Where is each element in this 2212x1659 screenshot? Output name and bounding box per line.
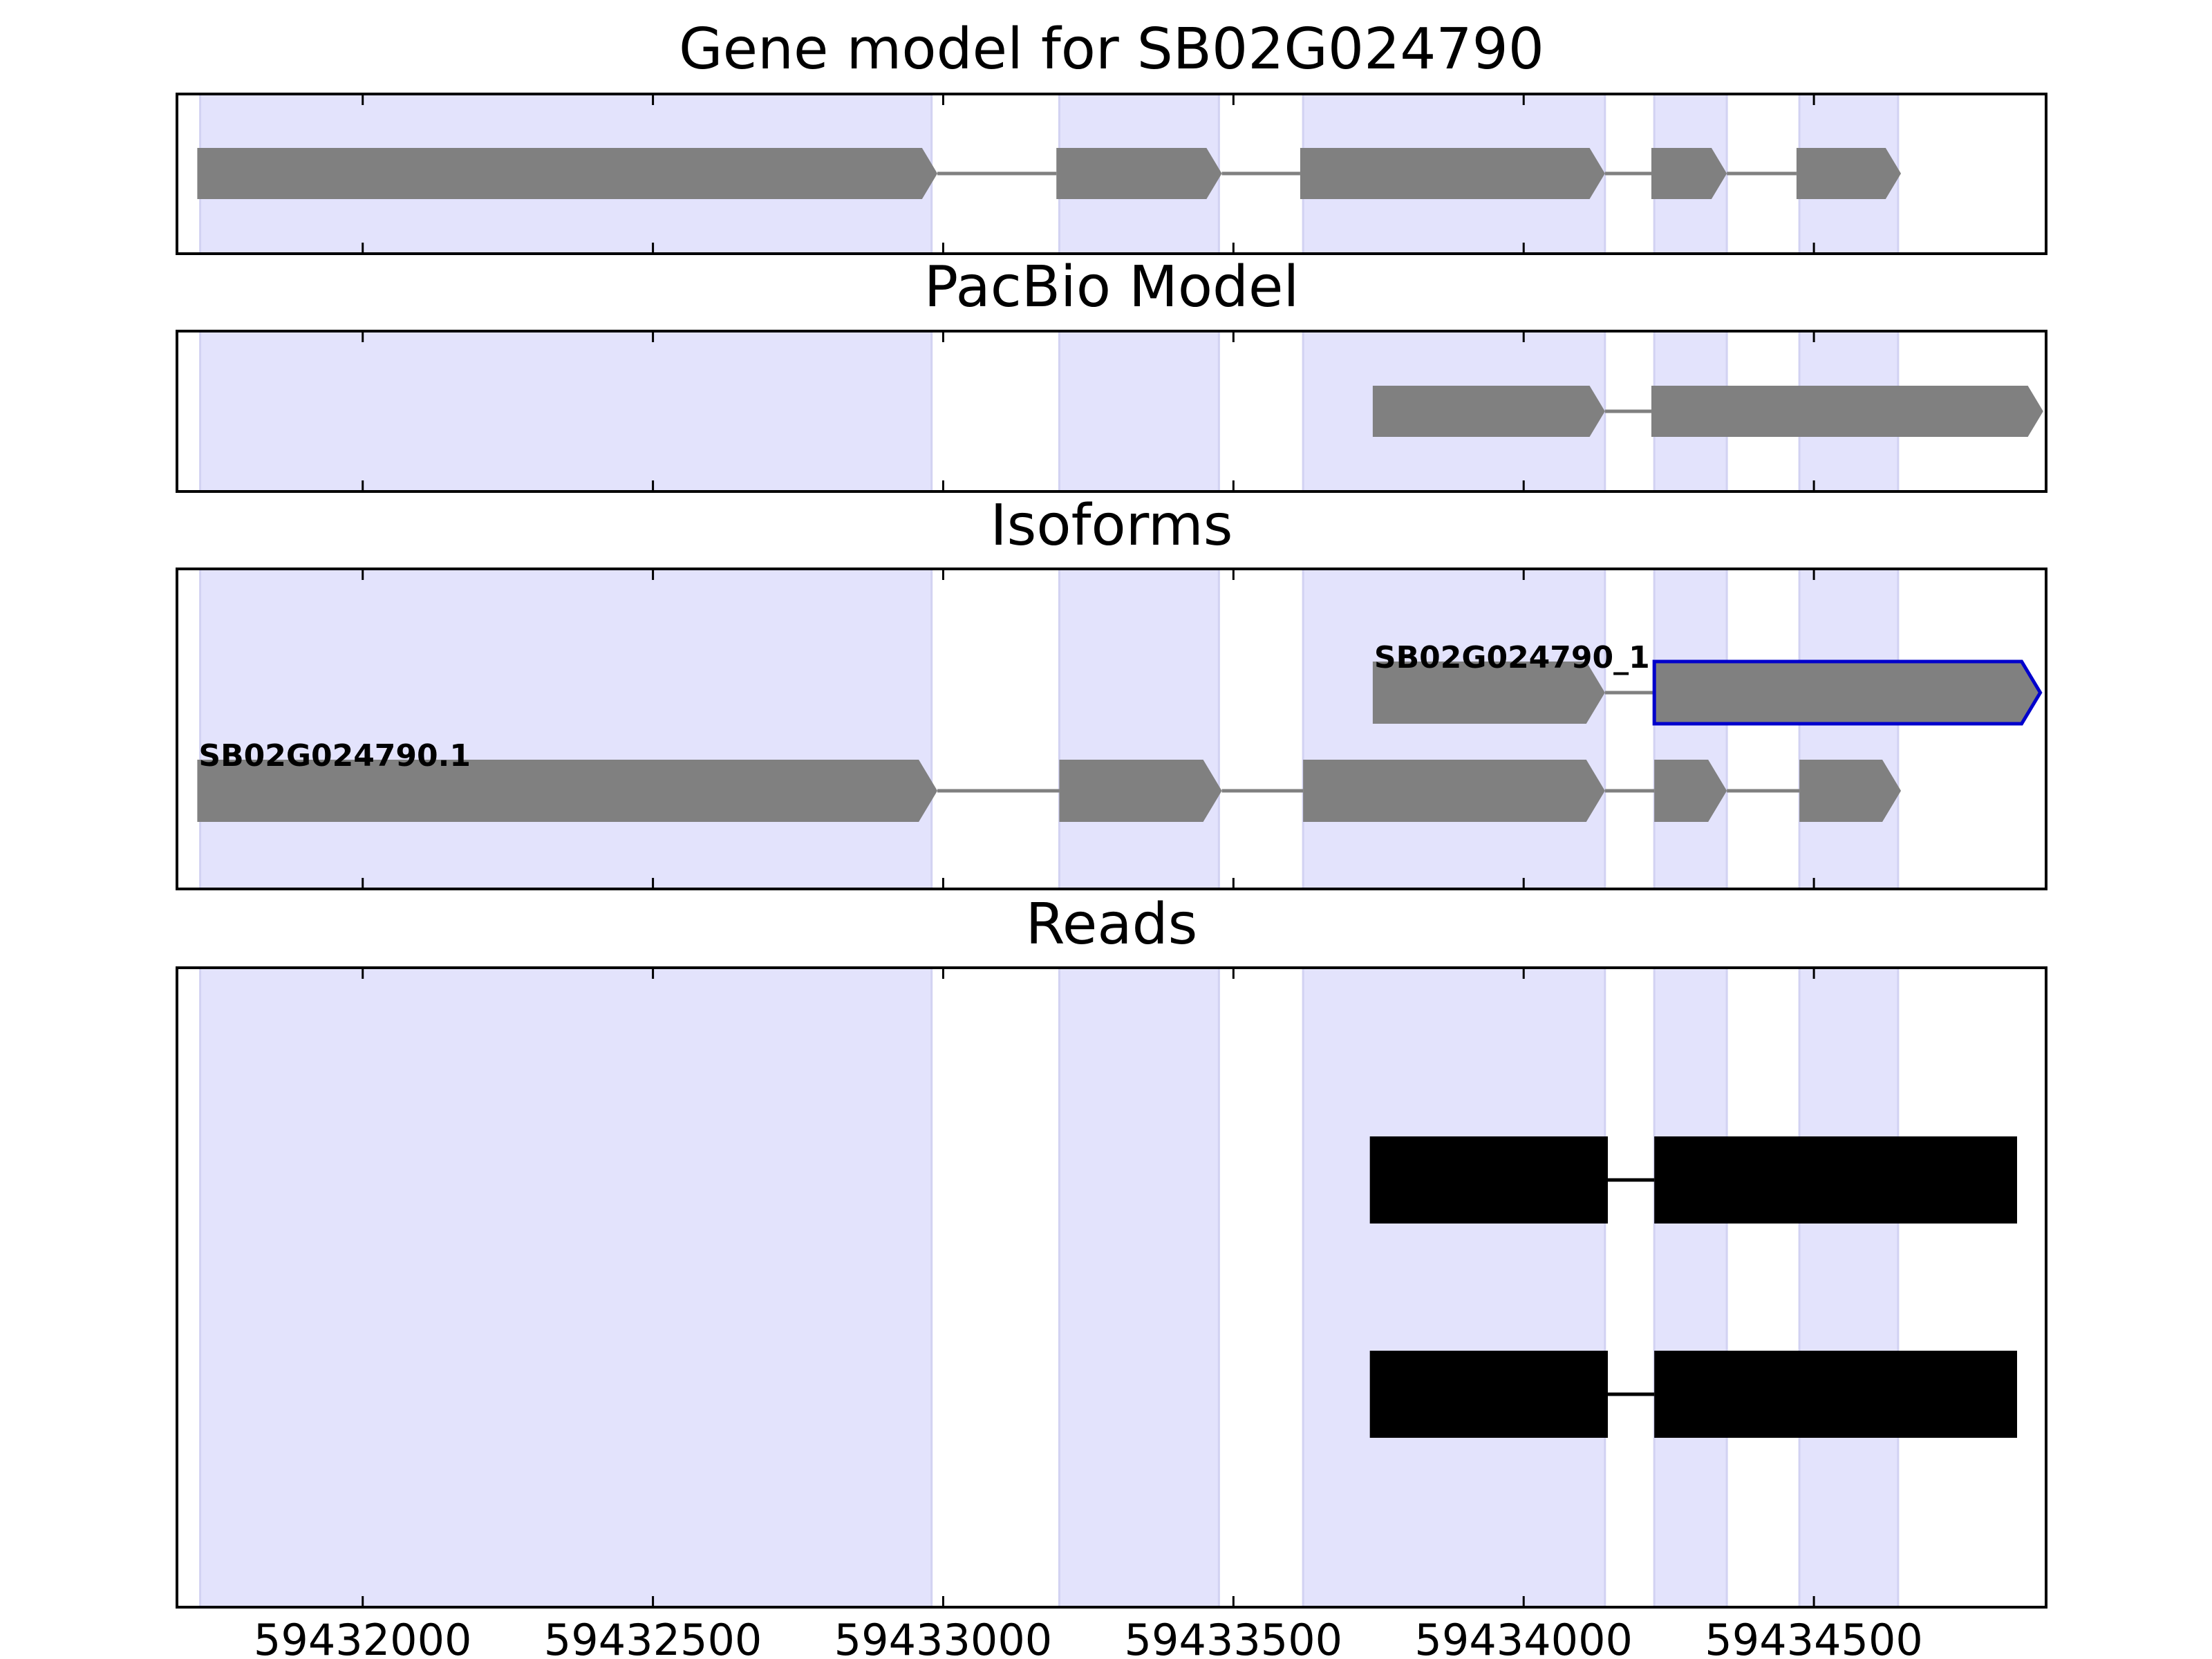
exon-arrow [1059, 760, 1222, 822]
read-block [1654, 1136, 2018, 1224]
isoforms-content: SB02G024790_1 SB02G024790.1 [197, 568, 2043, 890]
x-tick-label-5: 59434500 [1705, 1615, 1923, 1659]
panel-frame-reads [176, 966, 2047, 1609]
exon-arrow [1300, 148, 1605, 199]
exon-arrow [1652, 659, 2043, 726]
panel-title-isoforms: Isoforms [991, 493, 1233, 559]
x-tick-label-1: 59432500 [544, 1615, 762, 1659]
exon-arrow [1796, 148, 1902, 199]
shaded-region-1 [1058, 568, 1220, 890]
exon-arrow [1303, 760, 1605, 822]
exon-arrow [1799, 760, 1902, 822]
x-tick-label-0: 59432000 [254, 1615, 472, 1659]
shaded-region-0 [199, 568, 933, 890]
shaded-region-1 [1058, 966, 1220, 1609]
panel-frame-pacbio-model [176, 330, 2047, 493]
shaded-region-3 [1653, 966, 1728, 1609]
x-tick-label-2: 59433000 [834, 1615, 1053, 1659]
panel-title-gene-model: Gene model for SB02G024790 [679, 17, 1544, 82]
shaded-region-2 [1302, 568, 1606, 890]
shaded-region-4 [1798, 966, 1900, 1609]
shaded-region-2 [1302, 966, 1606, 1609]
read-0 [1369, 1136, 2018, 1224]
exon-arrow [1651, 148, 1727, 199]
x-tick-label-4: 59434000 [1414, 1615, 1633, 1659]
x-tick-label-3: 59433500 [1125, 1615, 1343, 1659]
feature-gene-model-0 [197, 148, 1902, 199]
read-1 [1369, 1351, 2018, 1438]
exon-arrow [197, 760, 938, 822]
panel-frame-isoforms [176, 568, 2047, 890]
isoform-label: SB02G024790.1 [198, 738, 471, 774]
exon-arrow [197, 148, 938, 199]
gene-model-content [197, 93, 1902, 255]
shaded-region-3 [1653, 568, 1728, 890]
panel-title-reads: Reads [1026, 892, 1198, 957]
shaded-region-1 [1058, 330, 1220, 493]
pacbio-model-content [199, 330, 2043, 493]
read-block [1369, 1351, 1608, 1438]
shaded-region-0 [199, 966, 933, 1609]
panel-isoforms: Isoforms SB02G024790_1 SB02G024790.1 [176, 493, 2047, 890]
read-block [1369, 1136, 1608, 1224]
shaded-region-0 [199, 330, 933, 493]
panel-title-pacbio-model: PacBio Model [924, 254, 1300, 320]
panel-pacbio-model: PacBio Model [176, 254, 2047, 493]
panel-reads: Reads [176, 892, 2047, 1609]
read-block [1654, 1351, 2018, 1438]
exon-arrow [1372, 662, 1605, 724]
reads-content [199, 966, 2018, 1609]
shaded-region-4 [1798, 568, 1900, 890]
exon-arrow [1372, 386, 1605, 437]
panel-gene-model: Gene model for SB02G024790 [176, 17, 2047, 255]
exon-arrow [1651, 386, 2043, 437]
x-axis-tick-labels: 59432000 59432500 59433000 59433500 59434000… [254, 1615, 1923, 1659]
isoform-label: SB02G024790_1 [1374, 640, 1650, 675]
exon-arrow [1056, 148, 1222, 199]
exon-arrow [1654, 760, 1727, 822]
feature-isoforms-0: SB02G024790_1 [1372, 640, 2043, 726]
panel-frame-gene-model [176, 93, 2047, 255]
feature-isoforms-1: SB02G024790.1 [197, 738, 1902, 822]
feature-pacbio-model-0 [1372, 386, 2043, 437]
